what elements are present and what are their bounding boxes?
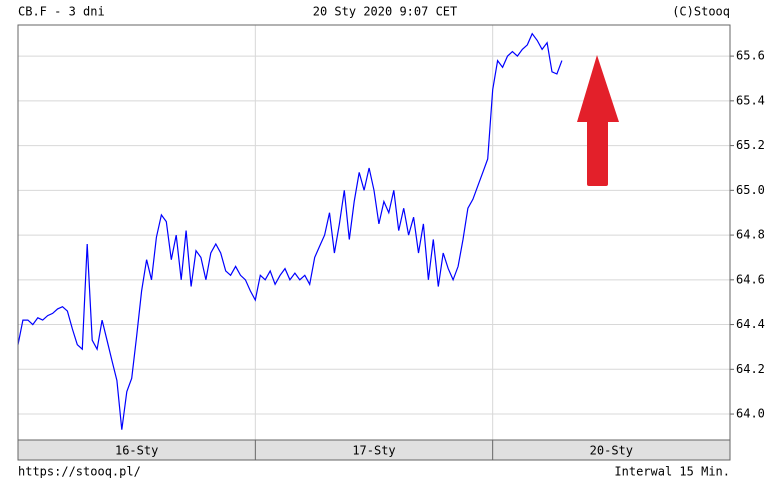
y-tick-label: 65.6 bbox=[736, 49, 765, 63]
y-tick-label: 65.2 bbox=[736, 138, 765, 152]
y-tick-label: 64.8 bbox=[736, 228, 765, 242]
plot-frame bbox=[17, 24, 731, 441]
chart-date: 20 Sty 2020 9:07 CET bbox=[313, 5, 458, 19]
arrow-annotation bbox=[577, 55, 619, 186]
y-tick-label: 64.6 bbox=[736, 272, 765, 286]
chart-symbol: CB.F - 3 dni bbox=[18, 5, 105, 19]
y-tick-label: 65.4 bbox=[736, 93, 765, 107]
interval-note: Interwal 15 Min. bbox=[614, 465, 730, 479]
arrow-shaft bbox=[587, 118, 608, 186]
x-tick-label: 20-Sty bbox=[590, 444, 633, 458]
y-tick-label: 64.2 bbox=[736, 362, 765, 376]
y-tick-label: 65.0 bbox=[736, 183, 765, 197]
y-tick-label: 64.0 bbox=[736, 407, 765, 421]
copyright: (C)Stooq bbox=[672, 5, 730, 19]
price-line bbox=[17, 32, 563, 430]
arrow-head bbox=[577, 55, 619, 122]
source-url: https://stooq.pl/ bbox=[18, 465, 141, 479]
x-tick-label: 16-Sty bbox=[115, 444, 158, 458]
y-tick-label: 64.4 bbox=[736, 317, 765, 331]
x-tick-label: 17-Sty bbox=[352, 444, 395, 458]
